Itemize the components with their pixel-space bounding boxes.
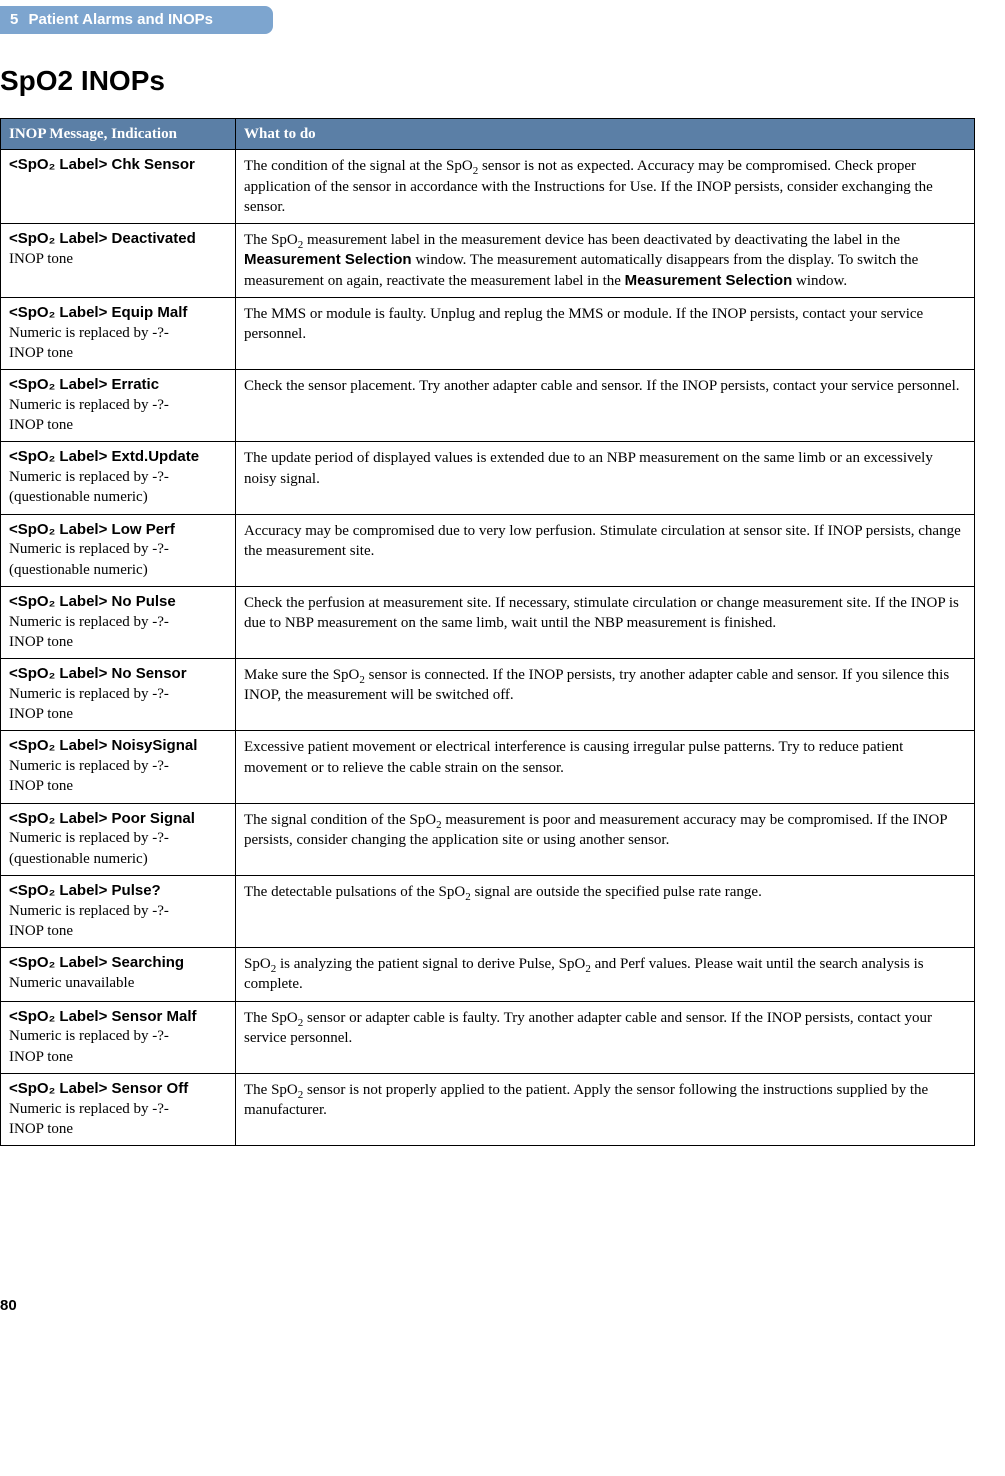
inop-action-cell: Accuracy may be compromised due to very … xyxy=(236,514,975,586)
inop-message-indication: INOP tone xyxy=(9,1119,227,1139)
inop-message-indication: Numeric is replaced by -?- xyxy=(9,612,227,632)
inop-message-indication: Numeric is replaced by -?- xyxy=(9,539,227,559)
table-row: <SpO₂ Label> Poor SignalNumeric is repla… xyxy=(1,803,975,875)
table-row: <SpO₂ Label> No PulseNumeric is replaced… xyxy=(1,586,975,658)
inop-message-label: <SpO₂ Label> Sensor Malf xyxy=(9,1008,227,1027)
inop-message-indication: Numeric is replaced by -?- xyxy=(9,901,227,921)
inop-message-label: <SpO₂ Label> Chk Sensor xyxy=(9,156,227,175)
inop-message-indication: (questionable numeric) xyxy=(9,560,227,580)
inop-message-indication: Numeric is replaced by -?- xyxy=(9,467,227,487)
inop-message-label: <SpO₂ Label> Pulse? xyxy=(9,882,227,901)
inop-message-label: <SpO₂ Label> No Sensor xyxy=(9,665,227,684)
inop-action-cell: Check the sensor placement. Try another … xyxy=(236,370,975,442)
page-content: SpO2 INOPs INOP Message, Indication What… xyxy=(0,62,1005,1316)
inop-message-indication: Numeric is replaced by -?- xyxy=(9,828,227,848)
col-header-message: INOP Message, Indication xyxy=(1,119,236,150)
inop-message-label: <SpO₂ Label> No Pulse xyxy=(9,593,227,612)
inop-action-cell: Check the perfusion at measurement site.… xyxy=(236,586,975,658)
chapter-header: 5 Patient Alarms and INOPs xyxy=(0,6,273,34)
inop-message-indication: INOP tone xyxy=(9,632,227,652)
col-header-action: What to do xyxy=(236,119,975,150)
table-row: <SpO₂ Label> Sensor OffNumeric is replac… xyxy=(1,1073,975,1145)
inop-action-cell: Make sure the SpO2 sensor is connected. … xyxy=(236,659,975,731)
table-row: <SpO₂ Label> Equip MalfNumeric is replac… xyxy=(1,297,975,369)
inop-message-indication: Numeric is replaced by -?- xyxy=(9,323,227,343)
inop-action-cell: SpO2 is analyzing the patient signal to … xyxy=(236,948,975,1002)
inop-action-cell: The update period of displayed values is… xyxy=(236,442,975,514)
table-row: <SpO₂ Label> DeactivatedINOP toneThe SpO… xyxy=(1,224,975,298)
table-row: <SpO₂ Label> NoisySignalNumeric is repla… xyxy=(1,731,975,803)
inop-message-indication: INOP tone xyxy=(9,249,227,269)
inop-message-cell: <SpO₂ Label> SearchingNumeric unavailabl… xyxy=(1,948,236,1002)
inop-action-cell: The detectable pulsations of the SpO2 si… xyxy=(236,875,975,947)
page-number: 80 xyxy=(0,1296,975,1316)
inop-action-cell: The SpO2 sensor or adapter cable is faul… xyxy=(236,1001,975,1073)
table-row: <SpO₂ Label> Pulse?Numeric is replaced b… xyxy=(1,875,975,947)
inop-action-cell: The MMS or module is faulty. Unplug and … xyxy=(236,297,975,369)
inop-message-cell: <SpO₂ Label> NoisySignalNumeric is repla… xyxy=(1,731,236,803)
inop-message-indication: INOP tone xyxy=(9,776,227,796)
inop-message-indication: Numeric is replaced by -?- xyxy=(9,1026,227,1046)
inop-message-indication: INOP tone xyxy=(9,415,227,435)
inop-message-cell: <SpO₂ Label> Equip MalfNumeric is replac… xyxy=(1,297,236,369)
inop-message-indication: (questionable numeric) xyxy=(9,487,227,507)
table-row: <SpO₂ Label> Extd.UpdateNumeric is repla… xyxy=(1,442,975,514)
inop-message-label: <SpO₂ Label> Low Perf xyxy=(9,521,227,540)
table-header-row: INOP Message, Indication What to do xyxy=(1,119,975,150)
inop-message-label: <SpO₂ Label> Extd.Update xyxy=(9,448,227,467)
inop-message-indication: INOP tone xyxy=(9,921,227,941)
inop-action-cell: The SpO2 sensor is not properly applied … xyxy=(236,1073,975,1145)
inop-message-indication: Numeric is replaced by -?- xyxy=(9,684,227,704)
inop-message-label: <SpO₂ Label> NoisySignal xyxy=(9,737,227,756)
table-row: <SpO₂ Label> Sensor MalfNumeric is repla… xyxy=(1,1001,975,1073)
inop-message-cell: <SpO₂ Label> ErraticNumeric is replaced … xyxy=(1,370,236,442)
inop-message-indication: Numeric unavailable xyxy=(9,973,227,993)
inop-message-cell: <SpO₂ Label> Sensor OffNumeric is replac… xyxy=(1,1073,236,1145)
inop-message-label: <SpO₂ Label> Deactivated xyxy=(9,230,227,249)
chapter-number: 5 xyxy=(10,11,18,28)
inop-message-indication: Numeric is replaced by -?- xyxy=(9,395,227,415)
inop-message-cell: <SpO₂ Label> Extd.UpdateNumeric is repla… xyxy=(1,442,236,514)
inop-message-cell: <SpO₂ Label> No PulseNumeric is replaced… xyxy=(1,586,236,658)
inop-message-cell: <SpO₂ Label> Poor SignalNumeric is repla… xyxy=(1,803,236,875)
inop-message-cell: <SpO₂ Label> Pulse?Numeric is replaced b… xyxy=(1,875,236,947)
inop-action-cell: The condition of the signal at the SpO2 … xyxy=(236,150,975,224)
inop-message-indication: INOP tone xyxy=(9,704,227,724)
inop-message-indication: (questionable numeric) xyxy=(9,849,227,869)
inop-message-cell: <SpO₂ Label> No SensorNumeric is replace… xyxy=(1,659,236,731)
chapter-title: Patient Alarms and INOPs xyxy=(29,11,214,28)
inop-action-cell: The SpO2 measurement label in the measur… xyxy=(236,224,975,298)
inop-message-cell: <SpO₂ Label> Low PerfNumeric is replaced… xyxy=(1,514,236,586)
inop-action-cell: Excessive patient movement or electrical… xyxy=(236,731,975,803)
inop-action-cell: The signal condition of the SpO2 measure… xyxy=(236,803,975,875)
inop-message-label: <SpO₂ Label> Sensor Off xyxy=(9,1080,227,1099)
table-row: <SpO₂ Label> Chk Sensor The condition of … xyxy=(1,150,975,224)
table-row: <SpO₂ Label> ErraticNumeric is replaced … xyxy=(1,370,975,442)
table-row: <SpO₂ Label> SearchingNumeric unavailabl… xyxy=(1,948,975,1002)
inop-message-label: <SpO₂ Label> Erratic xyxy=(9,376,227,395)
inop-message-cell: <SpO₂ Label> Sensor MalfNumeric is repla… xyxy=(1,1001,236,1073)
table-row: <SpO₂ Label> No SensorNumeric is replace… xyxy=(1,659,975,731)
inop-message-indication: Numeric is replaced by -?- xyxy=(9,1099,227,1119)
inop-message-indication: Numeric is replaced by -?- xyxy=(9,756,227,776)
inop-message-label: <SpO₂ Label> Poor Signal xyxy=(9,810,227,829)
inop-message-label: <SpO₂ Label> Searching xyxy=(9,954,227,973)
inop-message-label: <SpO₂ Label> Equip Malf xyxy=(9,304,227,323)
inop-message-cell: <SpO₂ Label> DeactivatedINOP tone xyxy=(1,224,236,298)
table-row: <SpO₂ Label> Low PerfNumeric is replaced… xyxy=(1,514,975,586)
inop-message-indication: INOP tone xyxy=(9,343,227,363)
inop-table: INOP Message, Indication What to do <SpO… xyxy=(0,118,975,1146)
page-title: SpO2 INOPs xyxy=(0,62,975,100)
inop-message-cell: <SpO₂ Label> Chk Sensor xyxy=(1,150,236,224)
inop-message-indication: INOP tone xyxy=(9,1047,227,1067)
